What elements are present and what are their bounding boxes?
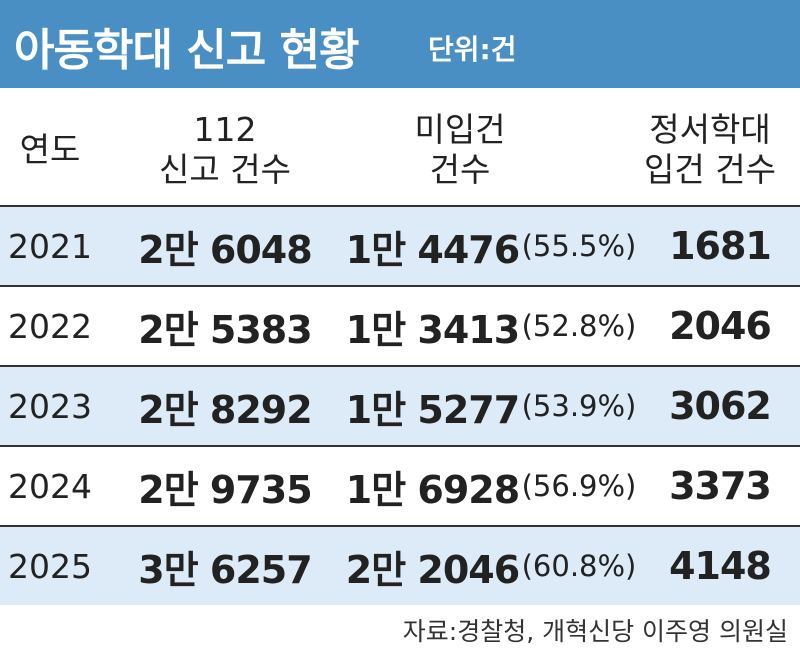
header-line: 연도 [19, 130, 81, 169]
unit-label: 단위:건 [428, 33, 517, 66]
table-cell: 1만 3413 [345, 307, 520, 352]
header-line: 입건 건수 [644, 150, 776, 189]
table-cell: (56.9%) [521, 469, 637, 503]
source-note: 자료:경찰청, 개혁신당 이주영 의원실 [402, 617, 788, 646]
column-header: 112 신고 건수 [110, 100, 340, 200]
table-cell: 1만 5277 [345, 387, 520, 432]
table-cell: (53.9%) [521, 389, 637, 423]
header-line: 미입건 [414, 110, 506, 149]
header-line: 정서학대 [649, 110, 771, 149]
table-row: 2024 2만 9735 1만 6928 (56.9%) 3373 [0, 445, 800, 525]
table-row: 2021 2만 6048 1만 4476 (55.5%) 1681 [0, 205, 800, 285]
table-cell: 2만 9735 [138, 467, 312, 512]
table-cell: 2만 5383 [138, 307, 312, 352]
table-cell: 3373 [669, 464, 772, 508]
table-cell: 2만 8292 [138, 387, 312, 432]
column-header: 미입건 건수 [345, 100, 575, 200]
table-cell: 1만 6928 [345, 467, 520, 512]
table-cell: 2025 [8, 546, 92, 586]
table-cell: 2046 [669, 304, 772, 348]
title: 아동학대 신고 현황 [14, 25, 359, 76]
table-cell: (52.8%) [521, 309, 637, 343]
table-cell: 2만 6048 [138, 227, 312, 272]
table-cell: 2024 [8, 466, 92, 506]
table-cell: 1만 4476 [345, 227, 520, 272]
table-row: 2023 2만 8292 1만 5277 (53.9%) 3062 [0, 365, 800, 445]
table-cell: 2023 [8, 386, 92, 426]
column-header: 정서학대 입건 건수 [620, 100, 800, 200]
table-cell: (60.8%) [521, 549, 637, 583]
table-cell: 1681 [669, 224, 772, 268]
column-header: 연도 [0, 100, 100, 200]
table-cell: 2만 2046 [345, 547, 520, 592]
header-line: 건수 [429, 150, 491, 189]
table-row: 2025 3만 6257 2만 2046 (60.8%) 4148 [0, 525, 800, 605]
table-cell: 2022 [8, 306, 92, 346]
table-cell: 2021 [8, 226, 92, 266]
table-cell: (55.5%) [521, 229, 637, 263]
title-bar [0, 0, 800, 88]
header-line: 신고 건수 [159, 150, 291, 189]
table-row: 2022 2만 5383 1만 3413 (52.8%) 2046 [0, 285, 800, 365]
table-cell: 4148 [669, 544, 772, 588]
table-cell: 3만 6257 [138, 547, 312, 592]
table-cell: 3062 [669, 384, 772, 428]
header-line: 112 [193, 110, 257, 149]
